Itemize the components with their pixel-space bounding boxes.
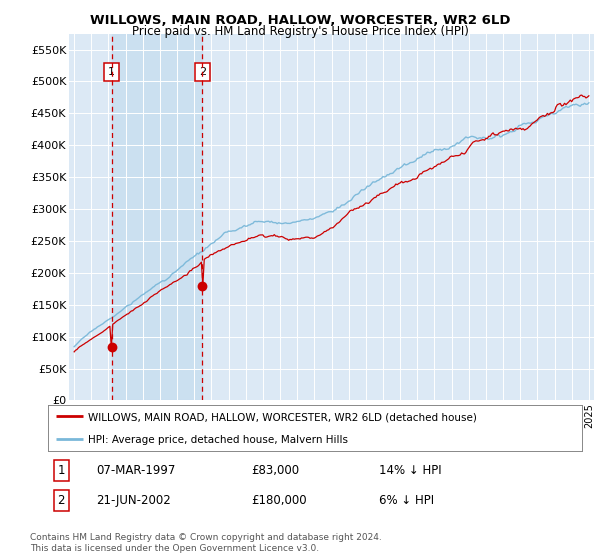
Text: 1: 1 — [108, 67, 115, 77]
Text: Price paid vs. HM Land Registry's House Price Index (HPI): Price paid vs. HM Land Registry's House … — [131, 25, 469, 38]
Text: 2: 2 — [58, 494, 65, 507]
Text: HPI: Average price, detached house, Malvern Hills: HPI: Average price, detached house, Malv… — [88, 435, 348, 445]
Text: WILLOWS, MAIN ROAD, HALLOW, WORCESTER, WR2 6LD (detached house): WILLOWS, MAIN ROAD, HALLOW, WORCESTER, W… — [88, 412, 477, 422]
Text: WILLOWS, MAIN ROAD, HALLOW, WORCESTER, WR2 6LD: WILLOWS, MAIN ROAD, HALLOW, WORCESTER, W… — [90, 14, 510, 27]
Text: 21-JUN-2002: 21-JUN-2002 — [96, 494, 171, 507]
Text: 07-MAR-1997: 07-MAR-1997 — [96, 464, 175, 477]
Point — [107, 343, 116, 352]
Bar — [112, 34, 202, 400]
Text: £83,000: £83,000 — [251, 464, 299, 477]
Text: 2: 2 — [199, 67, 206, 77]
Text: 14% ↓ HPI: 14% ↓ HPI — [379, 464, 442, 477]
Text: 1: 1 — [58, 464, 65, 477]
Text: 6% ↓ HPI: 6% ↓ HPI — [379, 494, 434, 507]
Point — [197, 281, 207, 290]
Text: £180,000: £180,000 — [251, 494, 307, 507]
Text: Contains HM Land Registry data © Crown copyright and database right 2024.
This d: Contains HM Land Registry data © Crown c… — [30, 533, 382, 553]
